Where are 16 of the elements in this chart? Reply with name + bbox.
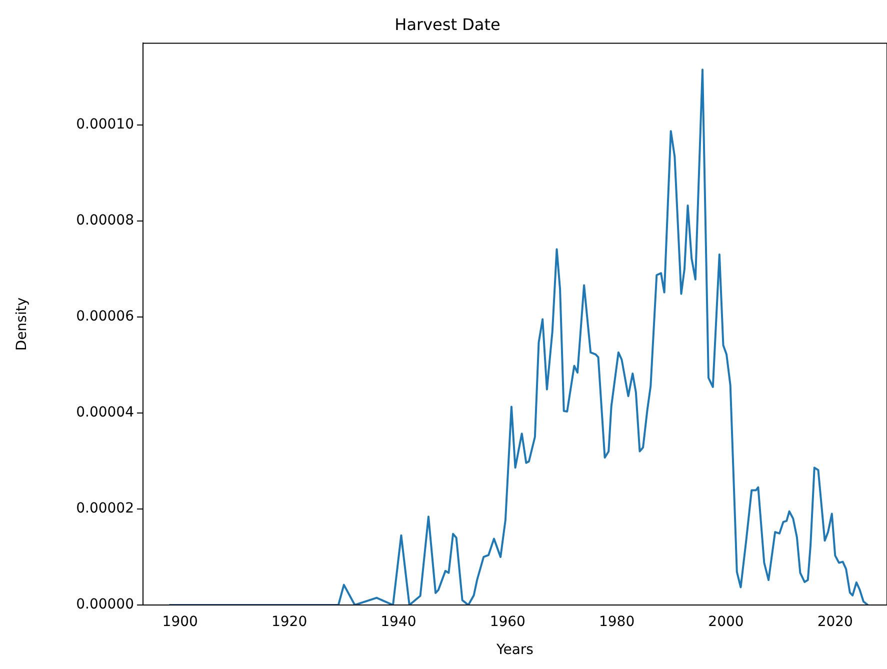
y-tick-label: 0.00002 — [76, 500, 134, 517]
x-axis-title: Years — [496, 642, 534, 658]
y-tick-label: 0.00006 — [76, 308, 134, 325]
x-tick-label: 2000 — [708, 614, 744, 630]
y-tick-label: 0.00000 — [76, 596, 134, 613]
y-tick-label: 0.00010 — [76, 116, 134, 132]
x-tick-label: 1940 — [380, 614, 416, 630]
x-tick-label: 1920 — [271, 614, 308, 630]
x-tick-label: 1900 — [162, 614, 198, 630]
y-axis-title: Density — [14, 297, 30, 351]
chart-title: Harvest Date — [394, 14, 500, 34]
y-tick-label: 0.00008 — [76, 212, 134, 229]
y-tick-label: 0.00004 — [76, 404, 134, 421]
x-tick-label: 1960 — [490, 614, 526, 630]
x-tick-label: 2020 — [817, 614, 853, 630]
x-tick-label: 1980 — [598, 614, 635, 630]
